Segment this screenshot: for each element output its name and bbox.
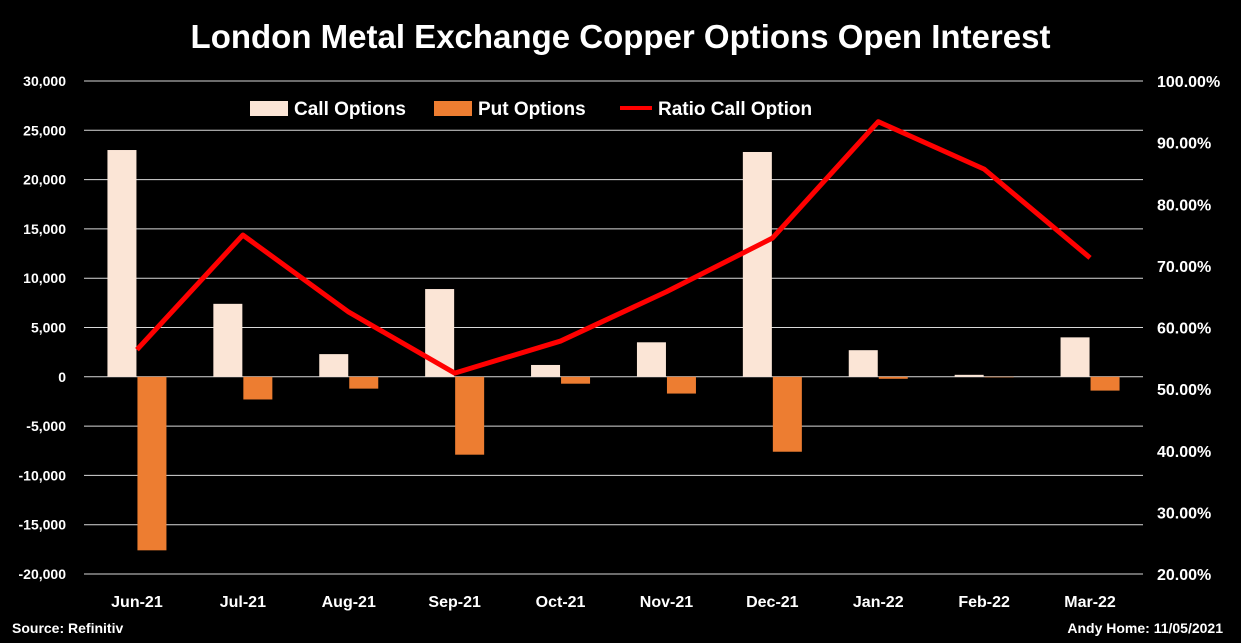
- x-tick-label: Jul-21: [220, 594, 266, 611]
- put-bar: [561, 376, 591, 384]
- call-bar: [213, 303, 243, 377]
- right-tick-label: 50.00%: [1157, 382, 1211, 399]
- left-tick-label: 20,000: [23, 172, 66, 188]
- left-tick-label: -5,000: [26, 418, 66, 434]
- left-tick-label: 30,000: [23, 73, 66, 89]
- left-tick-label: -10,000: [19, 467, 67, 483]
- put-bar: [455, 376, 485, 455]
- call-bar: [636, 342, 666, 377]
- left-tick-label: -15,000: [19, 517, 67, 533]
- call-bar: [107, 150, 137, 377]
- right-tick-label: 80.00%: [1157, 197, 1211, 214]
- put-bar: [878, 376, 908, 379]
- right-tick-label: 90.00%: [1157, 136, 1211, 153]
- left-tick-label: -20,000: [19, 566, 67, 582]
- left-tick-label: 15,000: [23, 221, 66, 237]
- chart-title: London Metal Exchange Copper Options Ope…: [190, 18, 1051, 55]
- left-tick-label: 25,000: [23, 122, 66, 138]
- put-bar: [243, 376, 273, 400]
- left-tick-label: 5,000: [31, 320, 66, 336]
- x-tick-label: Jun-21: [111, 594, 163, 611]
- put-bar: [1090, 376, 1120, 391]
- right-tick-label: 60.00%: [1157, 321, 1211, 338]
- x-tick-label: Sep-21: [428, 594, 481, 611]
- legend-label: Call Options: [294, 99, 406, 120]
- x-tick-label: Mar-22: [1064, 594, 1116, 611]
- call-bar: [848, 350, 878, 377]
- x-tick-label: Oct-21: [536, 594, 586, 611]
- legend-swatch: [250, 101, 288, 116]
- x-tick-label: Nov-21: [640, 594, 693, 611]
- call-bar: [742, 151, 772, 377]
- x-tick-label: Jan-22: [853, 594, 904, 611]
- ratio-line: [135, 119, 1092, 376]
- right-tick-label: 100.00%: [1157, 74, 1220, 91]
- put-bar: [666, 376, 696, 394]
- legend-swatch: [434, 101, 472, 116]
- put-bar: [137, 376, 167, 551]
- right-tick-label: 20.00%: [1157, 567, 1211, 584]
- call-bar: [954, 374, 984, 377]
- left-tick-label: 0: [58, 369, 66, 385]
- put-bar: [772, 376, 802, 452]
- right-tick-label: 30.00%: [1157, 505, 1211, 522]
- legend-label: Ratio Call Option: [658, 99, 812, 120]
- put-bar: [349, 376, 379, 389]
- left-tick-label: 10,000: [23, 270, 66, 286]
- call-bar: [1060, 337, 1090, 377]
- right-tick-label: 40.00%: [1157, 444, 1211, 461]
- x-tick-label: Feb-22: [958, 594, 1010, 611]
- x-tick-label: Dec-21: [746, 594, 799, 611]
- call-bar: [531, 364, 561, 377]
- legend-label: Put Options: [478, 99, 586, 120]
- credit-note: Andy Home: 11/05/2021: [1067, 620, 1223, 636]
- source-note: Source: Refinitiv: [12, 620, 124, 636]
- call-bar: [319, 354, 349, 377]
- x-tick-label: Aug-21: [322, 594, 376, 611]
- right-tick-label: 70.00%: [1157, 259, 1211, 276]
